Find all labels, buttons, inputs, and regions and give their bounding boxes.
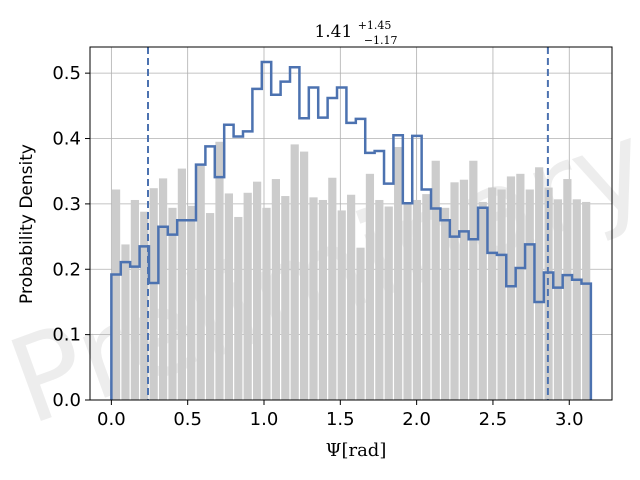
y-axis-label: Probability Density [17,144,37,304]
prior-bar [478,201,487,400]
prior-bar [582,201,591,400]
plot-frame [89,46,613,401]
x-axis-symbol: Ψ [326,440,342,461]
prior-bar [243,192,252,400]
prior-bar [130,199,139,400]
prior-bar [450,182,459,400]
prior-bar [572,199,581,400]
prior-bar [488,187,497,400]
x-axis-unit: [rad] [341,440,386,461]
prior-bar [516,173,525,400]
y-tick-label: 0.5 [52,63,81,84]
prior-bar [224,193,233,400]
x-tick-label: 1.0 [250,409,279,430]
y-axis-ticks: 0.0 0.1 0.2 0.3 0.4 0.5 [52,63,90,411]
y-tick-label: 0.3 [52,194,81,215]
x-axis-ticks: 0.0 0.5 1.0 1.5 2.0 2.5 3.0 [97,400,584,430]
prior-bar [158,178,168,400]
prior-bar [328,177,337,400]
prior-bar [525,189,534,400]
prior-bar [262,207,271,400]
prior-bar [140,211,149,400]
title-value: 1.41 [314,22,352,42]
title-lower: −1.17 [364,34,398,47]
prior-bar [300,151,309,400]
prior-bar [196,165,205,400]
x-tick-label: 0.0 [97,409,126,430]
prior-bar [365,173,375,400]
prior-bar [215,141,224,400]
prior-bar [111,189,121,400]
x-tick-label: 3.0 [555,409,584,430]
prior-bar [356,247,365,400]
prior-bar [431,160,440,400]
y-tick-label: 0.1 [52,325,81,346]
prior-bar [253,181,262,400]
prior-bar [403,203,412,400]
prior-bar [187,205,196,400]
prior-bar [384,206,393,400]
prior-bar [149,188,158,400]
prior-bar [422,194,431,400]
prior-bar [469,160,478,400]
prior-bar [337,210,346,400]
prior-bar [347,194,356,400]
y-tick-label: 0.4 [52,129,81,150]
prior-bar [318,199,328,400]
prior-bar [563,179,572,400]
prior-bars [111,141,591,400]
x-tick-label: 1.5 [326,409,355,430]
y-tick-label: 0.0 [52,390,81,411]
prior-bar [205,213,215,400]
prior-bar [121,244,130,400]
prior-bar [497,189,506,400]
chart-title: 1.41 +1.45 −1.17 [314,14,397,47]
prior-bar [506,176,516,400]
credible-interval-lines [147,47,549,400]
prior-bar [441,207,450,400]
prior-bar [234,216,243,400]
x-tick-label: 2.5 [479,409,508,430]
prior-bar [281,196,290,400]
prior-bar [271,179,281,400]
y-tick-label: 0.2 [52,259,81,280]
x-tick-label: 0.5 [173,409,202,430]
title-upper: +1.45 [358,19,392,32]
prior-bar [375,199,384,400]
prior-bar [168,207,177,400]
x-axis-label: Ψ[rad] [326,440,387,461]
x-tick-label: 2.0 [402,409,431,430]
posterior-step-line [110,60,593,400]
prior-bar [309,197,318,400]
prior-bar [177,168,186,400]
prior-bar [553,199,563,400]
prior-bar [459,179,469,400]
prior-bar [394,147,403,400]
prior-bar [535,167,544,400]
prior-bar [412,199,422,400]
prior-bar [290,144,299,400]
